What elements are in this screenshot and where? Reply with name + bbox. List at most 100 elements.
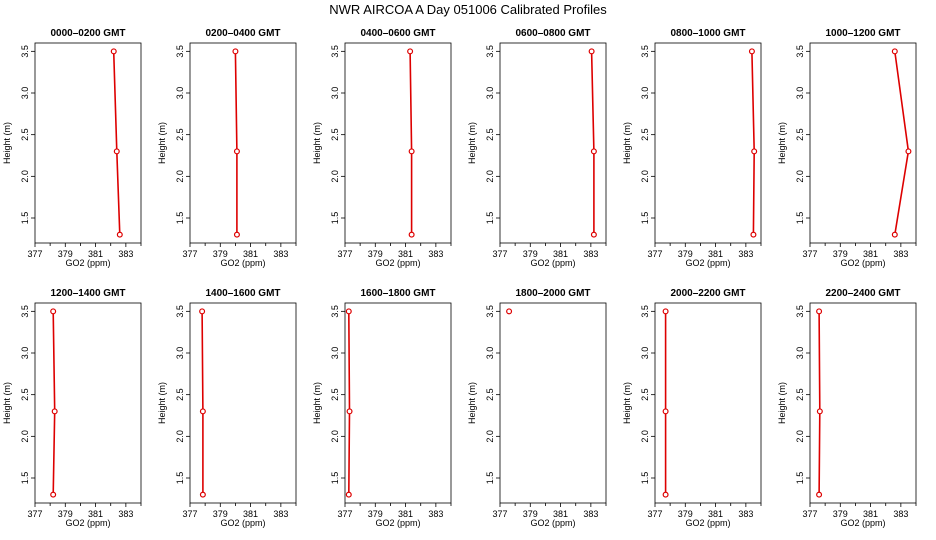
panel-title: 1600–1800 GMT xyxy=(360,288,435,299)
x-tick-label: 379 xyxy=(368,249,383,259)
y-tick-label: 3.0 xyxy=(485,87,495,100)
panel-8: 1600–1800 GMT 377 379 381 383 1.5 2.0 2.5 3.0 3.5… xyxy=(312,288,452,528)
y-tick-label: 2.0 xyxy=(795,430,805,443)
panel-7: 1400–1600 GMT 377 379 381 383 1.5 2.0 2.5 3.0 3.5… xyxy=(157,288,297,528)
x-axis-label: GO2 (ppm) xyxy=(65,518,110,528)
y-tick-label: 2.0 xyxy=(175,170,185,183)
y-tick-label: 1.5 xyxy=(795,472,805,485)
x-axis-label: GO2 (ppm) xyxy=(375,258,420,268)
x-tick-label: 377 xyxy=(492,249,507,259)
profile-line xyxy=(751,51,756,235)
y-tick-label: 1.5 xyxy=(485,472,495,485)
profile-point xyxy=(199,491,206,498)
x-tick-label: 379 xyxy=(58,509,73,519)
x-tick-label: 379 xyxy=(833,249,848,259)
x-tick-label: 377 xyxy=(802,249,817,259)
y-tick-label: 2.5 xyxy=(175,128,185,141)
y-tick-label: 2.0 xyxy=(640,170,650,183)
x-axis-label: GO2 (ppm) xyxy=(375,518,420,528)
x-tick-label: 377 xyxy=(647,509,662,519)
x-tick-label: 379 xyxy=(678,509,693,519)
x-tick-label: 381 xyxy=(243,249,258,259)
y-tick-label: 3.0 xyxy=(20,347,30,360)
profile-point xyxy=(50,308,57,315)
profile-point xyxy=(346,408,353,415)
x-tick-label: 383 xyxy=(428,509,443,519)
x-axis-label: GO2 (ppm) xyxy=(685,518,730,528)
y-tick-label: 1.5 xyxy=(640,212,650,225)
x-tick-label: 379 xyxy=(213,249,228,259)
panel-2: 0400–0600 GMT 377 379 381 383 1.5 2.0 2.5 3.0 3.5… xyxy=(312,28,452,268)
y-tick-label: 3.0 xyxy=(640,87,650,100)
y-tick-label: 3.0 xyxy=(485,347,495,360)
y-axis-label: Height (m) xyxy=(467,382,477,424)
profile-point xyxy=(199,308,206,315)
x-axis-label: GO2 (ppm) xyxy=(220,258,265,268)
profile-line xyxy=(818,311,821,495)
profile-point xyxy=(345,491,352,498)
profile-point xyxy=(113,148,120,155)
x-tick-label: 381 xyxy=(88,509,103,519)
panel-title: 0600–0800 GMT xyxy=(515,28,590,39)
x-axis-label: GO2 (ppm) xyxy=(840,258,885,268)
y-tick-label: 3.0 xyxy=(175,87,185,100)
y-tick-label: 1.5 xyxy=(175,472,185,485)
y-tick-label: 3.5 xyxy=(330,305,340,318)
x-tick-label: 381 xyxy=(708,249,723,259)
x-tick-label: 377 xyxy=(337,249,352,259)
profile-point xyxy=(116,231,123,238)
y-tick-label: 2.5 xyxy=(330,388,340,401)
plot-frame xyxy=(809,42,917,244)
x-tick-label: 377 xyxy=(647,249,662,259)
profile-point xyxy=(199,408,206,415)
x-tick-label: 381 xyxy=(553,249,568,259)
y-tick-label: 3.5 xyxy=(640,45,650,58)
y-tick-label: 2.0 xyxy=(20,170,30,183)
y-tick-label: 3.0 xyxy=(175,347,185,360)
profile-point xyxy=(750,231,757,238)
panel-title: 2200–2400 GMT xyxy=(825,288,900,299)
y-tick-label: 1.5 xyxy=(640,472,650,485)
x-tick-label: 379 xyxy=(678,249,693,259)
profile-point xyxy=(662,408,669,415)
y-tick-label: 3.5 xyxy=(795,305,805,318)
profile-point xyxy=(816,491,823,498)
y-tick-label: 1.5 xyxy=(485,212,495,225)
profile-point xyxy=(588,48,595,55)
plot-frame xyxy=(809,302,917,504)
y-tick-label: 3.5 xyxy=(640,305,650,318)
profile-line xyxy=(590,51,595,235)
y-tick-label: 2.0 xyxy=(330,430,340,443)
x-axis-label: GO2 (ppm) xyxy=(220,518,265,528)
panel-title: 0200–0400 GMT xyxy=(205,28,280,39)
y-tick-label: 3.0 xyxy=(795,347,805,360)
y-axis-label: Height (m) xyxy=(312,382,322,424)
panel-title: 0800–1000 GMT xyxy=(670,28,745,39)
panel-4: 0800–1000 GMT 377 379 381 383 1.5 2.0 2.5 3.0 3.5… xyxy=(622,28,762,268)
profile-point xyxy=(232,48,239,55)
y-tick-label: 2.5 xyxy=(485,128,495,141)
y-tick-label: 2.0 xyxy=(795,170,805,183)
y-tick-label: 3.0 xyxy=(330,347,340,360)
profile-line xyxy=(894,51,910,235)
y-axis-label: Height (m) xyxy=(2,382,12,424)
x-tick-label: 377 xyxy=(182,249,197,259)
x-tick-label: 383 xyxy=(893,249,908,259)
panel-10: 2000–2200 GMT 377 379 381 383 1.5 2.0 2.5 3.0 3.5… xyxy=(622,288,762,528)
profile-point xyxy=(408,231,415,238)
profile-point xyxy=(110,48,117,55)
x-tick-label: 379 xyxy=(213,509,228,519)
x-tick-label: 383 xyxy=(428,249,443,259)
profile-point xyxy=(816,308,823,315)
profile-point xyxy=(345,308,352,315)
profile-point xyxy=(50,491,57,498)
panel-title: 1000–1200 GMT xyxy=(825,28,900,39)
x-tick-label: 379 xyxy=(368,509,383,519)
y-tick-label: 2.0 xyxy=(175,430,185,443)
profile-line xyxy=(348,311,351,495)
profile-line xyxy=(112,51,121,235)
profile-point xyxy=(905,148,912,155)
plot-frame xyxy=(344,302,452,504)
panel-6: 1200–1400 GMT 377 379 381 383 1.5 2.0 2.5 3.0 3.5… xyxy=(2,288,142,528)
panel-title: 0400–0600 GMT xyxy=(360,28,435,39)
